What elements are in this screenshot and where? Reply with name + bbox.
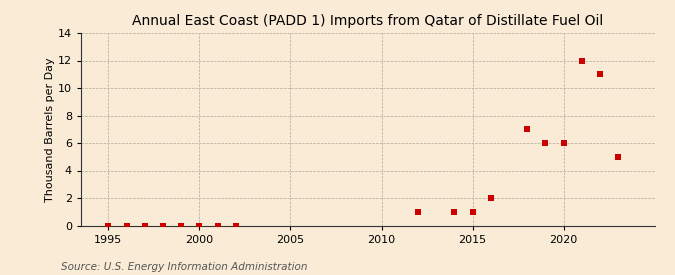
Point <box>121 223 132 228</box>
Point <box>540 141 551 145</box>
Point <box>613 155 624 159</box>
Title: Annual East Coast (PADD 1) Imports from Qatar of Distillate Fuel Oil: Annual East Coast (PADD 1) Imports from … <box>132 14 603 28</box>
Point <box>485 196 496 200</box>
Point <box>157 223 168 228</box>
Point <box>522 127 533 131</box>
Point <box>576 58 587 63</box>
Point <box>176 223 186 228</box>
Point <box>194 223 205 228</box>
Point <box>412 210 423 214</box>
Point <box>212 223 223 228</box>
Point <box>449 210 460 214</box>
Point <box>595 72 605 76</box>
Point <box>558 141 569 145</box>
Point <box>467 210 478 214</box>
Y-axis label: Thousand Barrels per Day: Thousand Barrels per Day <box>45 57 55 202</box>
Point <box>230 223 241 228</box>
Point <box>103 223 113 228</box>
Text: Source: U.S. Energy Information Administration: Source: U.S. Energy Information Administ… <box>61 262 307 272</box>
Point <box>139 223 150 228</box>
